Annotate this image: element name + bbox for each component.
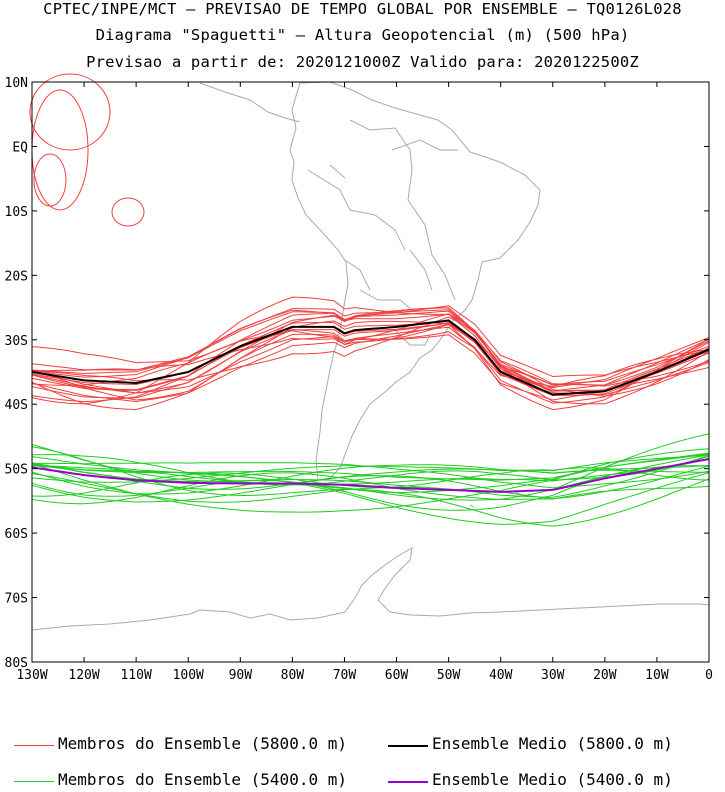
lat-label: 30S: [5, 334, 28, 349]
member-5800-tropical-contour: [33, 153, 67, 207]
south-america-coastline: [289, 81, 541, 481]
lon-label: 70W: [333, 668, 357, 683]
lon-label: 20W: [593, 668, 617, 683]
member-5800-line: [31, 307, 710, 405]
legend-label-mean-5400: Ensemble Medio (5400.0 m): [432, 770, 673, 789]
member-5400-line: [31, 464, 710, 495]
member-5400-line: [31, 448, 710, 513]
member-5800-line: [31, 322, 710, 399]
antarctica-coastline: [199, 547, 710, 621]
legend-swatch-mean-5800: [388, 745, 428, 747]
legend-swatch-member-5400: [14, 781, 54, 782]
lat-label: 50S: [5, 463, 28, 478]
lat-label: EQ: [12, 140, 28, 155]
legend-swatch-mean-5400: [388, 781, 428, 783]
lon-label: 30W: [541, 668, 565, 683]
lat-label: 60S: [5, 527, 28, 542]
central-america-coastline: [199, 82, 301, 123]
legend-label-mean-5800: Ensemble Medio (5800.0 m): [432, 734, 673, 753]
lon-label: 110W: [120, 668, 151, 683]
title-line-1: CPTEC/INPE/MCT – PREVISAO DE TEMPO GLOBA…: [43, 0, 682, 18]
ensemble-means: [31, 319, 710, 493]
antarctica-west-coast: [31, 609, 201, 631]
legend-swatch-member-5800: [14, 745, 54, 746]
legend-label-member-5800: Membros do Ensemble (5800.0 m): [58, 734, 347, 753]
member-5800-tropical-contour: [31, 89, 89, 211]
continent-outlines: [31, 81, 710, 631]
legend-label-member-5400: Membros do Ensemble (5400.0 m): [58, 770, 347, 789]
lon-label: 10W: [645, 668, 669, 683]
member-5800-line: [31, 323, 710, 387]
country-borders: [307, 119, 458, 346]
member-5800-line: [31, 309, 710, 386]
lon-label: 0: [705, 668, 713, 683]
member-5800-tropical-contour: [111, 197, 145, 227]
lat-label: 80S: [5, 656, 28, 671]
member-5800-line: [31, 320, 710, 411]
lat-label: 70S: [5, 592, 28, 607]
member-5800-line: [31, 310, 710, 396]
mean-5400-line: [31, 458, 710, 493]
lat-label: 10S: [5, 205, 28, 220]
map-frame: [31, 81, 710, 663]
lon-label: 100W: [173, 668, 204, 683]
member-5400-line: [31, 454, 710, 493]
ensemble-members: [29, 73, 710, 527]
member-5800-line: [31, 296, 710, 405]
member-5400-line: [31, 456, 710, 525]
lat-label: 40S: [5, 398, 28, 413]
title-line-3: Previsao a partir de: 2020121000Z Valido…: [86, 53, 639, 71]
title-line-2: Diagrama "Spaguetti" – Altura Geopotenci…: [95, 26, 630, 44]
member-5800-line: [31, 305, 710, 403]
lon-label: 130W: [16, 668, 47, 683]
mean-5800-line: [31, 319, 710, 396]
lon-label: 50W: [437, 668, 461, 683]
lon-label: 60W: [385, 668, 409, 683]
member-5400-line: [31, 454, 710, 486]
lon-label: 120W: [68, 668, 99, 683]
lon-label: 90W: [229, 668, 253, 683]
lat-label: 10N: [5, 76, 28, 91]
lon-label: 40W: [489, 668, 513, 683]
member-5800-tropical-contour: [29, 73, 111, 151]
longitude-axis: 130W 120W 110W 100W 90W 80W 70W 60W 50W 40W 30W 20W…: [16, 82, 713, 683]
member-5400-line: [31, 455, 710, 503]
lon-label: 80W: [281, 668, 305, 683]
latitude-axis: 10N EQ 10S 20S 30S 40S 50S 60S 70S 80S: [5, 76, 709, 671]
member-5400-line: [31, 452, 710, 481]
member-5800-line: [31, 323, 710, 403]
lat-label: 20S: [5, 269, 28, 284]
